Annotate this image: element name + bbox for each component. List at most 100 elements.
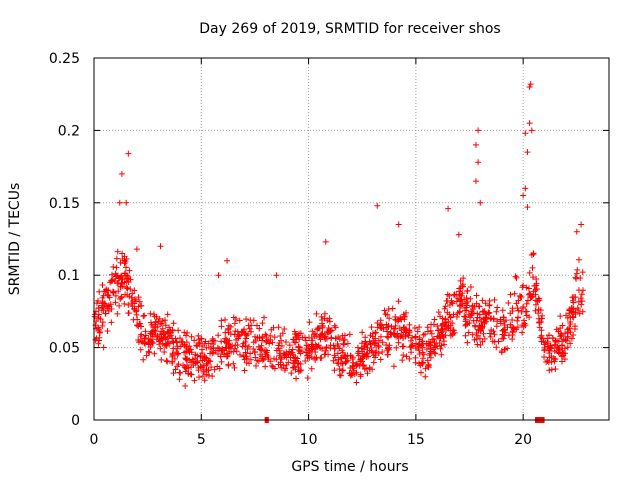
data-point [306,354,313,361]
x-tick-label: 10 [300,432,318,448]
data-point [524,297,531,304]
data-point [118,293,125,300]
data-point [532,307,539,314]
data-point [505,332,512,339]
data-point [359,362,366,369]
data-point [259,357,266,364]
data-point [231,320,238,327]
data-point [570,331,577,338]
x-tick-labels: 0 5 10 15 20 [90,432,533,448]
data-point [500,326,507,333]
data-point [416,347,423,354]
data-point [196,339,203,346]
data-point [135,303,142,310]
data-point [427,345,434,352]
data-point [551,348,558,355]
data-point [464,287,471,294]
data-point [344,340,351,347]
data-point [210,341,217,348]
data-point [427,327,434,334]
data-point [521,317,528,324]
data-point [569,297,576,304]
data-point [263,338,270,345]
data-point [209,373,216,380]
data-point [491,331,498,338]
data-point [442,303,449,310]
data-point [225,340,232,347]
data-point [173,339,180,346]
data-point [516,292,523,299]
data-point [375,342,382,349]
data-point [108,319,115,326]
data-point [263,338,270,345]
data-point [305,347,312,354]
data-point [572,274,579,281]
data-point [438,351,445,358]
data-point [268,362,275,369]
data-point [198,346,205,353]
data-point [181,364,188,371]
data-point [174,345,181,352]
data-point [158,320,165,327]
data-point [402,331,409,338]
data-point [367,341,374,348]
data-point [374,324,381,331]
data-point [198,335,205,342]
y-tick-label: 0.05 [49,341,80,357]
data-point [187,346,194,353]
data-point [319,330,326,337]
data-point [328,334,335,341]
data-point [141,312,148,319]
data-point [522,308,529,315]
data-point [459,290,466,297]
data-point [461,307,468,314]
data-point [393,344,400,351]
data-point [573,270,580,277]
data-point [426,352,433,359]
data-point [330,357,337,364]
data-point [499,307,506,314]
data-point [501,346,508,353]
data-point [493,323,500,330]
data-point [422,365,429,372]
data-point [379,348,386,355]
data-point [206,357,213,364]
data-point [203,366,210,373]
data-point [196,374,203,381]
data-point [242,342,249,349]
data-point [267,358,274,365]
data-point [331,322,338,329]
data-point [530,250,537,257]
data-point [533,285,540,292]
data-point [507,291,514,298]
data-point [564,314,571,321]
data-point [186,357,193,364]
data-point [546,367,553,374]
data-point [455,231,462,238]
data-point [385,323,392,330]
data-point [308,353,315,360]
data-point [259,320,266,327]
data-point [315,342,322,349]
data-point [425,361,432,368]
data-point [541,346,548,353]
data-point [447,327,454,334]
data-point [375,350,382,357]
data-point [243,353,250,360]
data-point [101,300,108,307]
grid-lines [94,58,609,420]
data-point [370,337,377,344]
data-point [252,337,259,344]
data-point [247,356,254,363]
data-point [355,352,362,359]
data-point [341,336,348,343]
data-point [530,274,537,281]
data-point [385,305,392,312]
data-point [397,315,404,322]
data-point [386,342,393,349]
data-point [188,364,195,371]
data-point [203,344,210,351]
data-point [335,356,342,363]
data-point [407,337,414,344]
data-point [430,336,437,343]
